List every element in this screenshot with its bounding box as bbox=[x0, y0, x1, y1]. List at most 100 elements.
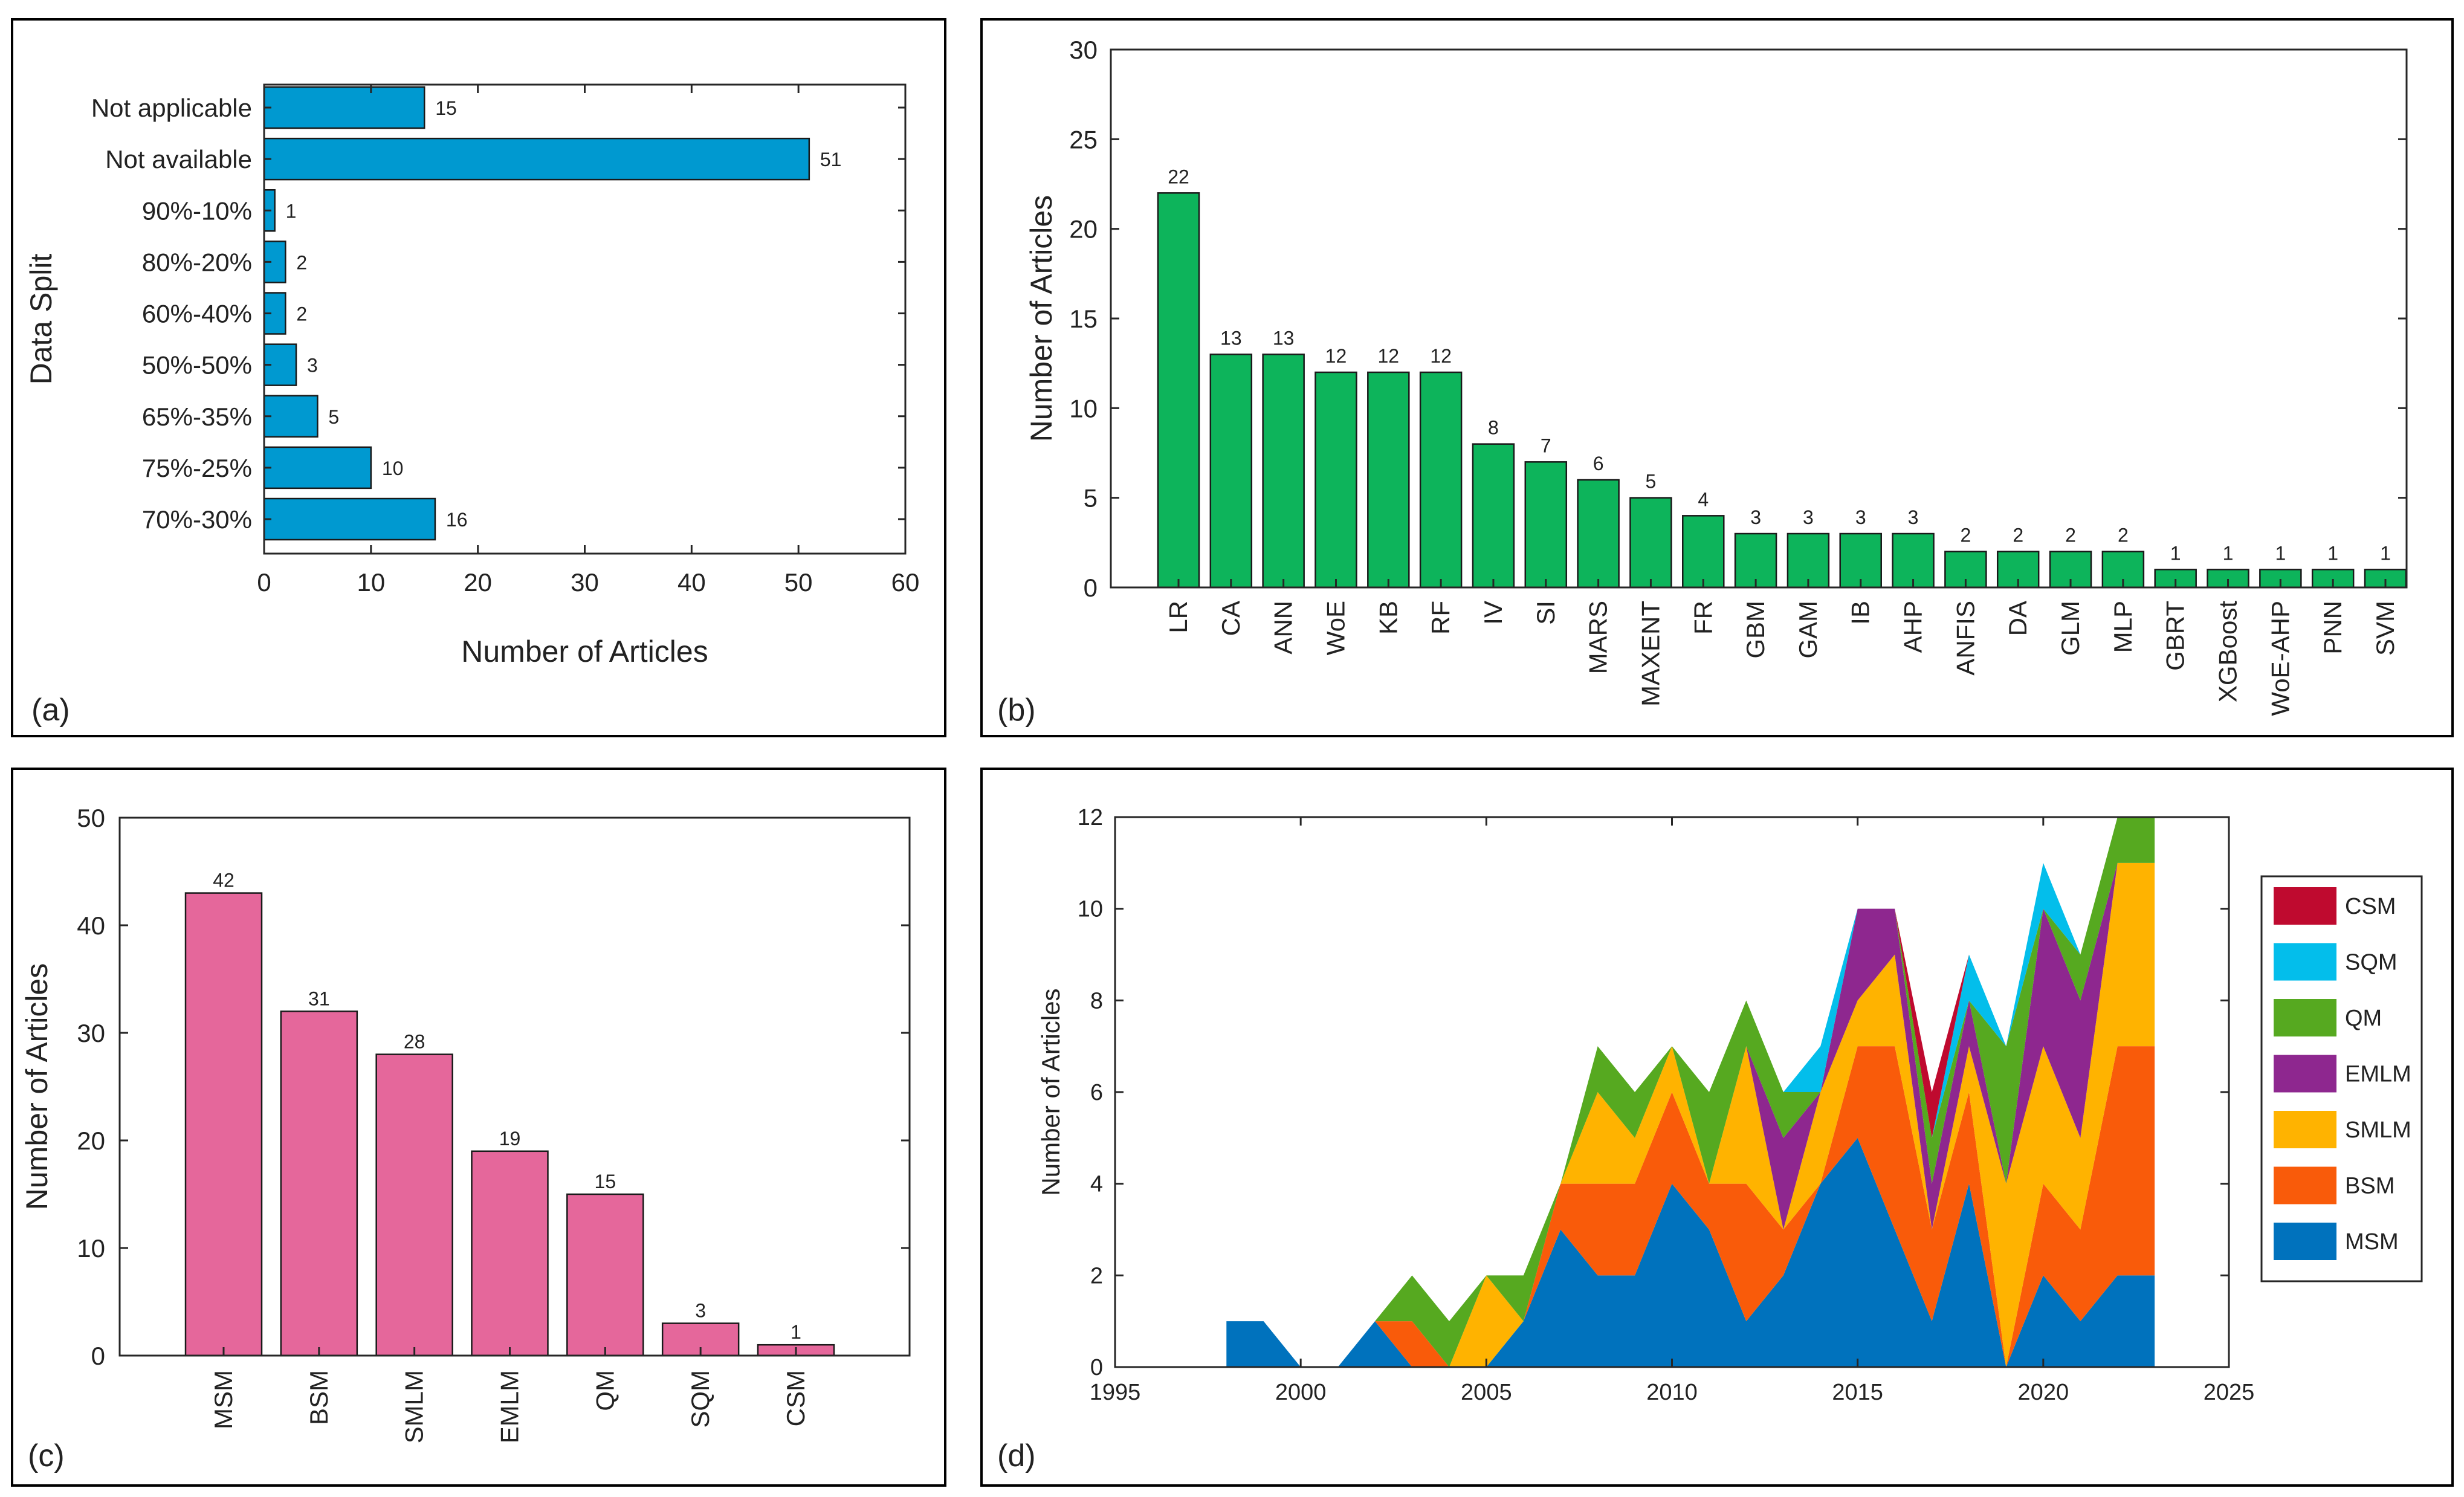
area-MSM bbox=[1226, 1137, 2155, 1367]
data-label-WoE-AHP: 1 bbox=[2275, 542, 2286, 564]
data-label-RF: 12 bbox=[1430, 345, 1452, 367]
bar-65%-35% bbox=[263, 395, 319, 438]
axes-box-c bbox=[118, 816, 911, 1357]
bar-SI bbox=[1524, 461, 1568, 589]
y-tick-label-25: 25 bbox=[1069, 125, 1098, 154]
data-label-XGBoost: 1 bbox=[2223, 542, 2234, 564]
y-tick-label-50%-50%: 50%-50% bbox=[142, 351, 252, 380]
bar-DA bbox=[1996, 551, 2040, 589]
y-tick-label-20: 20 bbox=[1069, 215, 1098, 244]
bar-RF bbox=[1419, 371, 1463, 589]
data-label-50%-50%: 3 bbox=[307, 355, 318, 377]
y-tick-label-0: 0 bbox=[1090, 1355, 1103, 1380]
x-tick-label-MARS: MARS bbox=[1584, 601, 1612, 674]
bar-70%-30% bbox=[263, 497, 436, 541]
legend-swatch-CSM bbox=[2274, 887, 2336, 925]
y-tick-label-65%-35%: 65%-35% bbox=[142, 403, 252, 431]
data-label-SVM: 1 bbox=[2380, 542, 2391, 564]
y-axis-label: Number of Articles bbox=[1036, 988, 1065, 1195]
y-tick-label-90%-10%: 90%-10% bbox=[142, 196, 252, 225]
bar-MSM bbox=[184, 892, 263, 1357]
y-axis-label: Number of Articles bbox=[1024, 195, 1058, 442]
y-tick-label-20: 20 bbox=[77, 1127, 105, 1155]
x-tick-label-MAXENT: MAXENT bbox=[1636, 601, 1664, 706]
x-tick-label-10: 10 bbox=[357, 568, 385, 597]
bar-75%-25% bbox=[263, 446, 372, 490]
data-label-WoE: 12 bbox=[1325, 345, 1347, 367]
x-tick-label-CSM: CSM bbox=[781, 1370, 810, 1426]
data-label-IV: 8 bbox=[1488, 417, 1499, 439]
data-label-BSM: 31 bbox=[308, 988, 330, 1009]
y-tick-label-5: 5 bbox=[1084, 484, 1098, 512]
bar-IV bbox=[1472, 443, 1515, 589]
y-tick-label-Not available: Not available bbox=[105, 145, 252, 173]
x-tick-label-DA: DA bbox=[2003, 601, 2032, 636]
y-tick-label-Not applicable: Not applicable bbox=[91, 94, 252, 122]
x-tick-label-RF: RF bbox=[1426, 601, 1455, 635]
x-tick-label-2020: 2020 bbox=[2018, 1380, 2069, 1405]
bar-BSM bbox=[280, 1010, 358, 1357]
y-tick-label-2: 2 bbox=[1090, 1263, 1103, 1288]
legend-swatch-QM bbox=[2274, 999, 2336, 1036]
y-tick-label-70%-30%: 70%-30% bbox=[142, 505, 252, 534]
x-tick-label-2005: 2005 bbox=[1461, 1380, 1512, 1405]
bar-GAM bbox=[1787, 532, 1830, 589]
legend-label-BSM: BSM bbox=[2345, 1174, 2394, 1199]
y-tick-label-4: 4 bbox=[1090, 1172, 1103, 1197]
x-tick-label-EMLM: EMLM bbox=[496, 1370, 524, 1443]
legend-swatch-MSM bbox=[2274, 1223, 2336, 1260]
x-tick-label-GLM: GLM bbox=[2056, 601, 2084, 656]
x-tick-label-40: 40 bbox=[677, 568, 706, 597]
bar-LR bbox=[1157, 192, 1200, 589]
data-label-MSM: 42 bbox=[213, 870, 234, 891]
x-tick-label-SQM: SQM bbox=[686, 1370, 714, 1428]
data-label-MAXENT: 5 bbox=[1646, 471, 1657, 493]
data-label-SQM: 3 bbox=[695, 1300, 706, 1322]
panel-label-a: (a) bbox=[31, 693, 70, 728]
x-tick-label-QM: QM bbox=[590, 1370, 619, 1411]
x-tick-label-2010: 2010 bbox=[1646, 1380, 1698, 1405]
x-tick-label-MSM: MSM bbox=[209, 1370, 238, 1429]
y-tick-label-6: 6 bbox=[1090, 1080, 1103, 1105]
x-tick-label-20: 20 bbox=[464, 568, 492, 597]
x-tick-label-KB: KB bbox=[1374, 601, 1402, 635]
area-BSM bbox=[1226, 1046, 2155, 1367]
data-label-LR: 22 bbox=[1168, 166, 1189, 187]
bar-FR bbox=[1682, 515, 1725, 589]
data-label-CA: 13 bbox=[1220, 327, 1242, 349]
area-QM bbox=[1226, 817, 2155, 1367]
bar-SMLM bbox=[375, 1053, 453, 1357]
bar-MAXENT bbox=[1629, 497, 1672, 589]
bar-AHP bbox=[1892, 532, 1935, 589]
y-tick-label-8: 8 bbox=[1090, 988, 1103, 1014]
data-label-AHP: 3 bbox=[1908, 506, 1919, 528]
x-tick-label-WoE: WoE bbox=[1321, 601, 1350, 655]
x-tick-label-GBM: GBM bbox=[1741, 601, 1770, 659]
x-tick-label-AHP: AHP bbox=[1899, 601, 1927, 653]
x-tick-label-LR: LR bbox=[1164, 601, 1192, 633]
legend-label-EMLM: EMLM bbox=[2345, 1062, 2411, 1087]
bar-MARS bbox=[1577, 479, 1620, 589]
y-tick-label-15: 15 bbox=[1069, 305, 1098, 333]
x-tick-label-IV: IV bbox=[1479, 601, 1507, 625]
legend-label-QM: QM bbox=[2345, 1006, 2382, 1031]
y-tick-label-0: 0 bbox=[91, 1342, 105, 1370]
y-tick-label-30: 30 bbox=[77, 1019, 105, 1047]
legend-swatch-EMLM bbox=[2274, 1055, 2336, 1093]
x-tick-label-2015: 2015 bbox=[1832, 1380, 1883, 1405]
x-tick-label-GAM: GAM bbox=[1794, 601, 1822, 659]
panel-label-c: (c) bbox=[28, 1438, 65, 1473]
data-label-MLP: 2 bbox=[2118, 525, 2129, 546]
y-axis-label: Data Split bbox=[24, 254, 58, 385]
bar-EMLM bbox=[471, 1150, 549, 1357]
axes-box-b bbox=[1110, 48, 2408, 589]
y-tick-label-50: 50 bbox=[77, 804, 105, 832]
data-label-GLM: 2 bbox=[2065, 525, 2076, 546]
x-axis-label: Number of Articles bbox=[461, 635, 708, 668]
y-tick-label-80%-20%: 80%-20% bbox=[142, 248, 252, 276]
x-tick-label-2025: 2025 bbox=[2204, 1380, 2255, 1405]
x-tick-label-IB: IB bbox=[1846, 601, 1875, 625]
data-label-DA: 2 bbox=[2013, 525, 2023, 546]
